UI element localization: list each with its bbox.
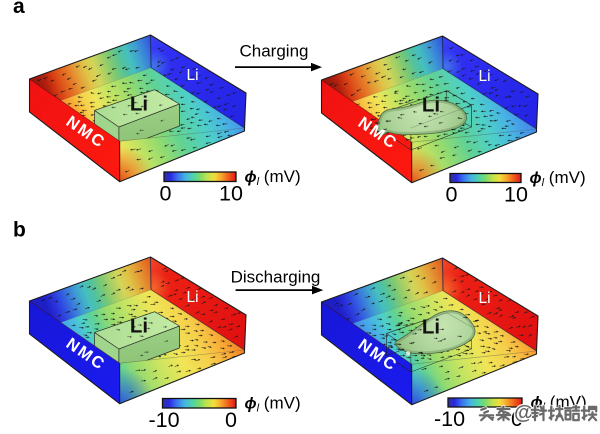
svg-text:0: 0 [160,182,172,206]
svg-text:@: @ [514,402,534,424]
svg-text:ϕl (mV): ϕl (mV) [245,167,301,188]
svg-text:Charging: Charging [240,42,309,61]
svg-text:b: b [13,219,26,242]
svg-text:ϕl (mV): ϕl (mV) [530,168,586,189]
svg-text:Li: Li [478,68,490,85]
svg-text:Discharging: Discharging [231,267,321,286]
svg-text:Li: Li [186,289,198,306]
svg-text:Li: Li [422,316,440,339]
svg-text:-10: -10 [148,408,179,432]
svg-text:-10: -10 [434,407,465,431]
svg-text:Li: Li [422,94,440,117]
svg-text:ϕl (mV): ϕl (mV) [245,394,301,415]
svg-text:0: 0 [225,408,237,432]
svg-text:10: 10 [504,183,528,207]
svg-text:Li: Li [130,315,148,338]
svg-text:0: 0 [511,407,523,431]
svg-text:Li: Li [478,290,490,307]
svg-text:Li: Li [130,93,148,116]
svg-text:Li: Li [186,67,198,84]
svg-text:0: 0 [446,183,458,207]
svg-text:10: 10 [219,182,243,206]
svg-text:a: a [13,0,25,18]
